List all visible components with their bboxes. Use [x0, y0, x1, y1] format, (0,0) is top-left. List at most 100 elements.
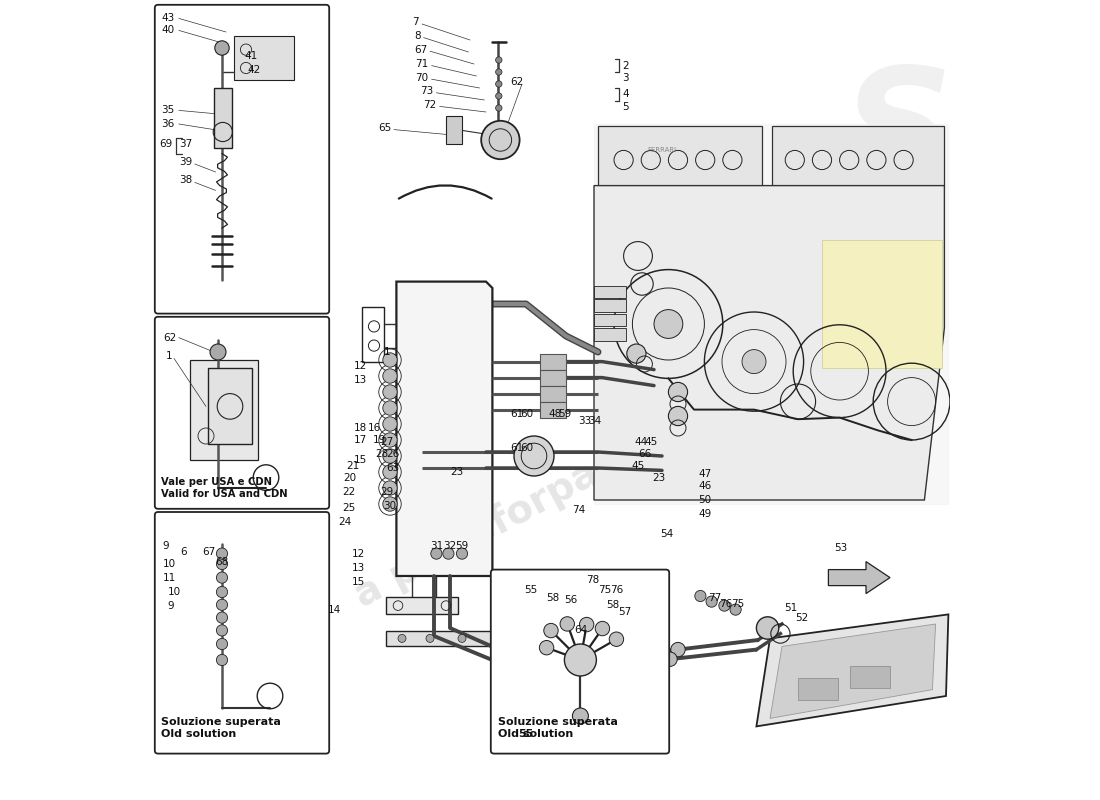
Text: 19: 19 [373, 435, 386, 445]
Polygon shape [770, 624, 936, 718]
Text: 76: 76 [719, 599, 733, 609]
Circle shape [654, 310, 683, 338]
Text: 13: 13 [352, 563, 365, 573]
Circle shape [214, 41, 229, 55]
Circle shape [583, 574, 594, 586]
Circle shape [580, 618, 594, 632]
Text: 21: 21 [346, 461, 360, 470]
Circle shape [383, 401, 397, 415]
Circle shape [383, 385, 397, 399]
Text: Vale per USA e CDN: Vale per USA e CDN [162, 477, 272, 486]
Text: 15: 15 [352, 578, 365, 587]
Text: 18: 18 [354, 423, 367, 433]
Circle shape [496, 105, 502, 111]
Text: 74: 74 [572, 506, 585, 515]
Text: 41: 41 [244, 51, 257, 61]
Bar [190, 360, 258, 460]
Bar [540, 402, 566, 418]
Bar [208, 368, 252, 444]
Bar [214, 88, 232, 148]
Polygon shape [396, 282, 493, 576]
Text: 40: 40 [162, 26, 174, 35]
Circle shape [217, 638, 228, 650]
Text: 42: 42 [248, 66, 261, 75]
Circle shape [458, 634, 466, 642]
Text: 2: 2 [621, 61, 628, 70]
Text: Old solution: Old solution [498, 730, 573, 739]
Text: 55: 55 [525, 586, 538, 595]
Circle shape [217, 612, 228, 623]
Circle shape [426, 634, 434, 642]
Circle shape [514, 634, 522, 642]
Text: 48: 48 [549, 410, 562, 419]
Text: 59: 59 [455, 541, 469, 550]
Text: 55: 55 [518, 730, 534, 739]
Circle shape [627, 344, 646, 363]
Text: 58: 58 [606, 600, 619, 610]
Text: a partsforparts.com: a partsforparts.com [349, 377, 751, 615]
Bar [594, 299, 626, 312]
Text: 37: 37 [179, 139, 192, 149]
Circle shape [431, 548, 442, 559]
Text: 58: 58 [546, 594, 559, 603]
Text: 5: 5 [621, 102, 628, 112]
Circle shape [609, 632, 624, 646]
Text: 60: 60 [520, 443, 534, 453]
Circle shape [383, 449, 397, 463]
Bar [446, 116, 462, 144]
Text: 28: 28 [375, 450, 389, 459]
Circle shape [383, 433, 397, 447]
Circle shape [481, 121, 519, 159]
Text: FERRARI: FERRARI [648, 147, 676, 153]
Text: 13: 13 [354, 375, 367, 385]
Circle shape [496, 69, 502, 75]
Text: 78: 78 [586, 575, 600, 585]
Text: 62: 62 [510, 77, 524, 86]
Circle shape [456, 548, 468, 559]
Text: 72: 72 [424, 100, 437, 110]
Text: 52: 52 [795, 613, 808, 622]
Text: 6: 6 [180, 547, 187, 557]
Text: 7: 7 [412, 18, 419, 27]
Circle shape [757, 617, 779, 639]
Circle shape [669, 382, 688, 402]
Circle shape [539, 641, 553, 655]
Text: 15: 15 [354, 455, 367, 465]
Circle shape [583, 660, 597, 674]
Text: 54: 54 [660, 530, 673, 539]
Text: 3: 3 [621, 74, 628, 83]
Text: 34: 34 [588, 416, 602, 426]
Circle shape [217, 548, 228, 559]
Circle shape [669, 406, 688, 426]
Text: 23: 23 [450, 467, 463, 477]
FancyBboxPatch shape [155, 5, 329, 314]
Text: 22: 22 [342, 487, 355, 497]
Bar [798, 678, 838, 700]
Bar [850, 666, 890, 688]
Text: 17: 17 [354, 435, 367, 445]
Circle shape [543, 623, 558, 638]
Circle shape [718, 600, 730, 611]
Text: 66: 66 [638, 450, 651, 459]
Circle shape [443, 548, 454, 559]
Text: 30: 30 [384, 501, 397, 510]
Polygon shape [772, 126, 945, 186]
Bar [540, 354, 566, 370]
Circle shape [383, 497, 397, 511]
Text: 45: 45 [645, 437, 658, 446]
Text: 49: 49 [698, 509, 712, 518]
Text: 47: 47 [698, 469, 712, 478]
Text: 44: 44 [634, 437, 647, 446]
Text: 76: 76 [610, 586, 624, 595]
Circle shape [217, 586, 228, 598]
Circle shape [217, 572, 228, 583]
Circle shape [608, 586, 619, 598]
Text: 60: 60 [520, 410, 534, 419]
Bar [234, 36, 294, 80]
Circle shape [742, 350, 766, 374]
Text: 9: 9 [167, 602, 174, 611]
Circle shape [503, 647, 517, 662]
Text: 10: 10 [163, 559, 176, 569]
Bar [386, 631, 530, 646]
Text: Soluzione superata: Soluzione superata [162, 717, 282, 726]
